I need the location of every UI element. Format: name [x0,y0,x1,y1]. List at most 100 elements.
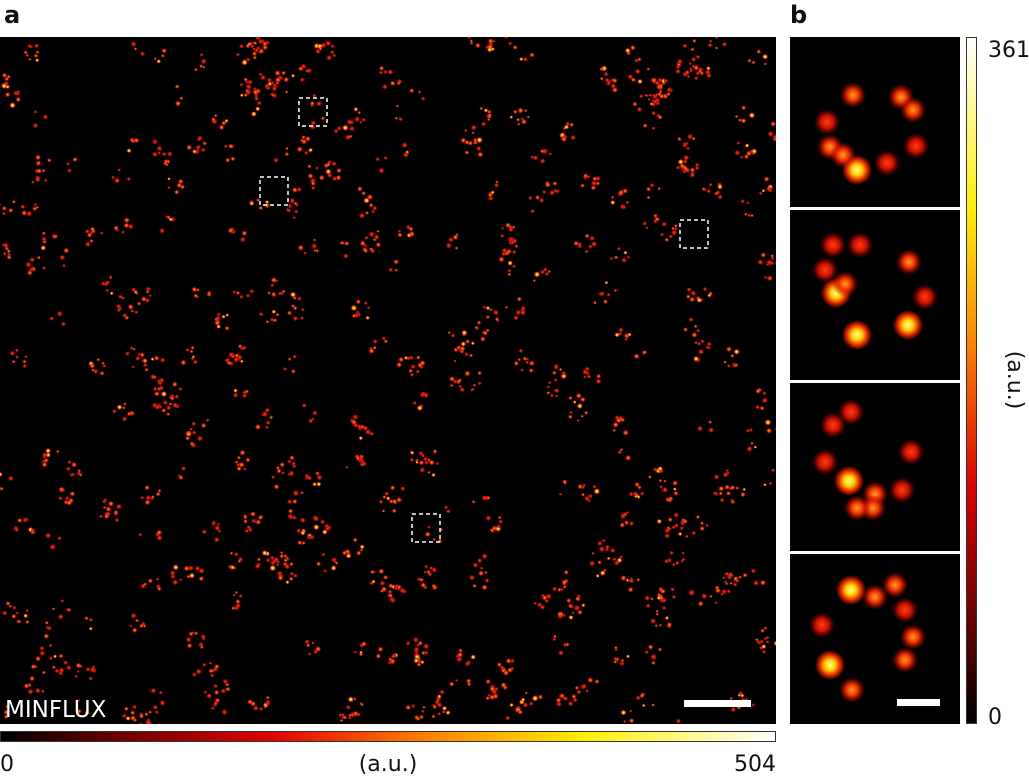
localization [58,496,63,501]
localization [528,196,533,201]
localization [709,183,713,187]
localization [476,146,481,151]
localization [642,221,647,226]
blob [882,572,908,598]
localization [708,420,712,424]
localization [398,357,404,363]
localization [141,296,147,302]
localization [646,187,651,192]
localization [766,640,770,644]
localization [200,53,204,57]
localization [75,662,81,668]
localization [615,332,620,337]
localization [6,601,11,606]
localization [689,62,692,65]
localization [378,646,384,652]
localization [625,200,629,204]
localization [616,417,622,423]
blob [809,612,835,638]
localization [66,665,72,671]
localization [529,701,534,706]
localization [253,55,257,59]
localization [255,563,261,569]
localization [697,297,702,302]
localization [197,435,203,441]
localization [34,110,38,114]
localization [402,589,406,593]
localization [659,587,663,591]
localization [446,710,451,715]
localization [311,120,316,125]
localization [297,187,302,192]
localization [431,567,437,573]
localization [101,281,106,286]
localization [31,528,35,532]
localization [671,229,677,235]
localization [486,496,490,500]
localization [270,81,274,85]
localization [416,369,421,374]
localization [157,151,160,154]
localization [747,59,751,63]
image-a [0,37,776,724]
localization [52,607,56,611]
blob [840,82,866,108]
localization [390,80,396,86]
localization [657,596,661,600]
localization [410,372,415,377]
localization [537,602,542,607]
localization [518,358,522,362]
blob [893,310,923,340]
localization [745,143,749,147]
localization [673,491,678,496]
localization [354,116,360,122]
localization [138,722,143,727]
localization [175,100,181,106]
localization [340,241,344,245]
localization [148,578,153,583]
localization [740,492,746,498]
localization [663,79,668,84]
localization [150,727,154,731]
localization [135,619,139,623]
localization [600,570,606,576]
localization [221,709,227,715]
localization [475,27,479,31]
localization [326,162,331,167]
panel-label: b [790,1,807,29]
localization [423,643,429,649]
localization [516,117,520,121]
localization [300,316,304,320]
localization [214,690,220,696]
localization [369,247,373,251]
localization [682,43,687,48]
localization [198,568,204,574]
localization [491,47,495,51]
localization [554,378,558,382]
localization [32,206,37,211]
localization [477,371,482,376]
localization [105,289,108,292]
localization [722,42,727,47]
localization [34,203,38,207]
localization [481,121,486,126]
localization [318,47,322,51]
localization [709,595,712,598]
localization [308,148,312,152]
localization [17,518,22,523]
localization [657,519,662,524]
localization [448,237,453,242]
localization [703,287,708,292]
localization [201,634,206,639]
localization [114,510,119,515]
localization [455,246,459,250]
localization [271,292,276,297]
localization [330,50,334,54]
localization [275,313,279,317]
localization [250,30,254,34]
localization [673,512,679,518]
localization [308,418,313,423]
localization [755,388,761,394]
localization [417,405,423,411]
localization [676,65,680,69]
